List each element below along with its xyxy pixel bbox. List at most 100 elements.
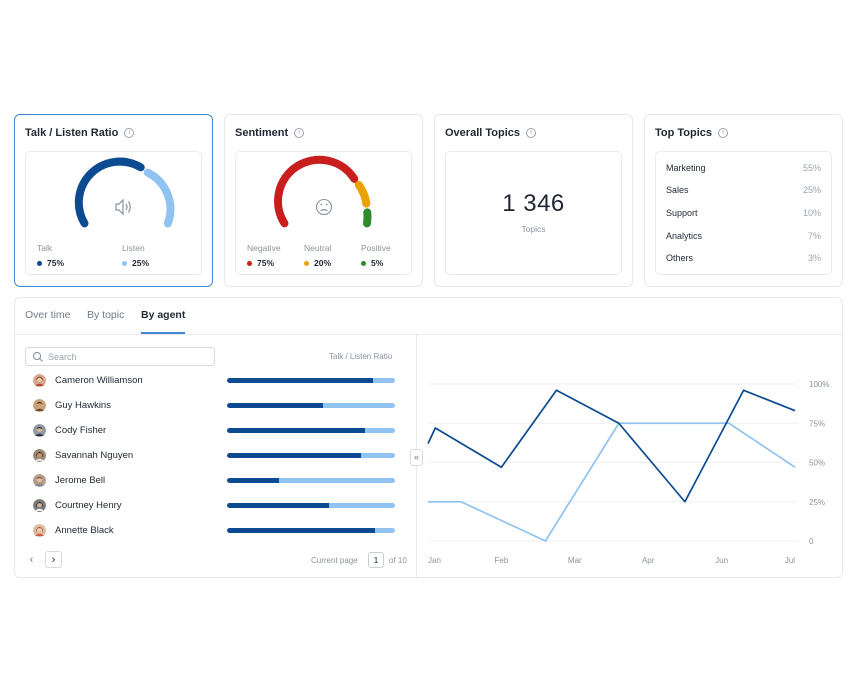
sentiment-title: Sentiment bbox=[235, 127, 289, 139]
avatar bbox=[33, 499, 46, 512]
info-icon[interactable]: i bbox=[526, 128, 536, 138]
collapse-button[interactable]: « bbox=[410, 449, 423, 466]
x-tick-label: Jul bbox=[785, 556, 795, 565]
talk-listen-title-row: Talk / Listen Ratio i bbox=[25, 127, 135, 139]
neutral-value: 20% bbox=[314, 258, 332, 268]
sentiment-title-row: Sentiment i bbox=[235, 127, 305, 139]
listen-dot bbox=[122, 260, 127, 266]
talk-listen-column-header: Talk / Listen Ratio bbox=[329, 352, 393, 361]
top-topics-panel: Marketing 55% Sales 25% Support 10% Analyti… bbox=[655, 151, 832, 275]
active-tab-indicator bbox=[141, 332, 185, 334]
listen-value: 25% bbox=[132, 258, 150, 268]
topic-name: Support bbox=[666, 208, 698, 218]
avatar bbox=[33, 524, 46, 537]
avatar bbox=[33, 399, 46, 412]
sentiment-card[interactable]: Sentiment i Negative 75% Neutral 20% Pos… bbox=[224, 114, 423, 287]
talk-bar-fill bbox=[227, 503, 330, 508]
x-tick-label: Jun bbox=[715, 556, 728, 565]
current-page-input[interactable]: 1 bbox=[368, 552, 384, 568]
neutral-legend: Neutral 20% bbox=[304, 243, 331, 268]
talk-listen-card[interactable]: Talk / Listen Ratio i Talk 75% Listen 25… bbox=[14, 114, 213, 287]
topic-pct: 7% bbox=[807, 231, 821, 241]
list-item[interactable]: Cameron Williamson bbox=[33, 373, 397, 389]
tab-by-agent[interactable]: By agent bbox=[141, 309, 186, 321]
avatar bbox=[33, 424, 46, 437]
x-tick-label: Feb bbox=[495, 556, 509, 565]
talk-listen-gauge bbox=[74, 157, 175, 228]
talk-bar-fill bbox=[227, 378, 374, 383]
talk-bar-fill bbox=[227, 428, 365, 433]
current-page-label: Current page bbox=[311, 556, 358, 565]
prev-page-button[interactable]: ‹ bbox=[29, 553, 34, 566]
info-icon[interactable]: i bbox=[294, 128, 305, 138]
topic-row: Support 10% bbox=[666, 208, 821, 218]
list-item[interactable]: Courtney Henry bbox=[33, 498, 397, 514]
x-tick-label: Mar bbox=[568, 556, 582, 565]
overall-topics-panel: 1 346 Topics bbox=[445, 151, 622, 275]
talk-bar-fill bbox=[227, 403, 323, 408]
neutral-label: Neutral bbox=[304, 243, 332, 253]
listen-arc bbox=[143, 168, 175, 228]
agent-name: Jerome Bell bbox=[55, 475, 106, 486]
agent-name: Courtney Henry bbox=[55, 500, 122, 511]
search-input[interactable] bbox=[48, 350, 208, 363]
list-item[interactable]: Guy Hawkins bbox=[33, 398, 397, 414]
top-topics-title: Top Topics bbox=[655, 127, 713, 139]
topic-name: Analytics bbox=[666, 231, 703, 241]
talk-listen-bar bbox=[227, 453, 395, 458]
positive-arc bbox=[363, 208, 372, 228]
talk-dot bbox=[37, 260, 42, 266]
eye-left bbox=[320, 203, 323, 206]
info-icon[interactable]: i bbox=[124, 128, 135, 138]
avatar bbox=[33, 474, 46, 487]
talk-listen-bar bbox=[227, 528, 395, 533]
talk-bar-fill bbox=[227, 478, 280, 483]
topic-row: Marketing 55% bbox=[666, 163, 821, 173]
negative-value: 75% bbox=[257, 258, 275, 268]
overall-topics-title: Overall Topics bbox=[445, 127, 520, 139]
sad-face-icon bbox=[315, 198, 333, 216]
agent-analytics-panel: Over time By topic By agent Talk / Liste… bbox=[14, 297, 843, 578]
x-tick-label: Apr bbox=[642, 556, 655, 565]
overall-topics-card[interactable]: Overall Topics i 1 346 Topics bbox=[434, 114, 633, 287]
negative-dot bbox=[247, 260, 252, 266]
y-tick-label: 75% bbox=[809, 419, 825, 428]
topic-name: Others bbox=[666, 253, 694, 263]
list-item[interactable]: Cody Fisher bbox=[33, 423, 397, 439]
talk-listen-bar bbox=[227, 503, 395, 508]
agent-name: Savannah Nguyen bbox=[55, 450, 134, 461]
positive-dot bbox=[361, 260, 366, 266]
tab-bar: Over time By topic By agent bbox=[15, 298, 842, 335]
y-tick-label: 0 bbox=[809, 537, 814, 546]
topic-pct: 3% bbox=[807, 253, 821, 263]
search-box bbox=[25, 347, 215, 366]
listen-legend: Listen 25% bbox=[122, 243, 149, 268]
y-tick-label: 100% bbox=[809, 380, 829, 389]
topic-name: Marketing bbox=[666, 163, 706, 173]
talk-value: 75% bbox=[47, 258, 65, 268]
next-page-button[interactable]: › bbox=[45, 551, 62, 568]
tab-by-topic[interactable]: By topic bbox=[87, 309, 125, 321]
topic-name: Sales bbox=[666, 185, 689, 195]
sentiment-gauge bbox=[274, 155, 372, 228]
list-item[interactable]: Savannah Nguyen bbox=[33, 448, 397, 464]
topic-row: Others 3% bbox=[666, 253, 821, 263]
overall-topics-count: 1 346 bbox=[502, 190, 565, 217]
speaker-icon bbox=[115, 198, 131, 216]
negative-label: Negative bbox=[247, 243, 281, 253]
positive-value: 5% bbox=[371, 258, 384, 268]
talk-bar-fill bbox=[227, 453, 362, 458]
talk-arc bbox=[74, 157, 145, 228]
talk-listen-bar bbox=[227, 378, 395, 383]
list-item[interactable]: Jerome Bell bbox=[33, 473, 397, 489]
topic-row: Analytics 7% bbox=[666, 231, 821, 241]
listen-label: Listen bbox=[122, 243, 145, 253]
talk-label: Talk bbox=[37, 243, 53, 253]
neutral-dot bbox=[304, 260, 309, 266]
top-topics-card[interactable]: Top Topics i Marketing 55% Sales 25% Suppo… bbox=[644, 114, 843, 287]
list-item[interactable]: Annette Black bbox=[33, 523, 397, 539]
agent-name: Cameron Williamson bbox=[55, 375, 143, 386]
tab-over-time[interactable]: Over time bbox=[25, 309, 71, 321]
info-icon[interactable]: i bbox=[718, 128, 729, 138]
neutral-arc bbox=[354, 180, 371, 208]
